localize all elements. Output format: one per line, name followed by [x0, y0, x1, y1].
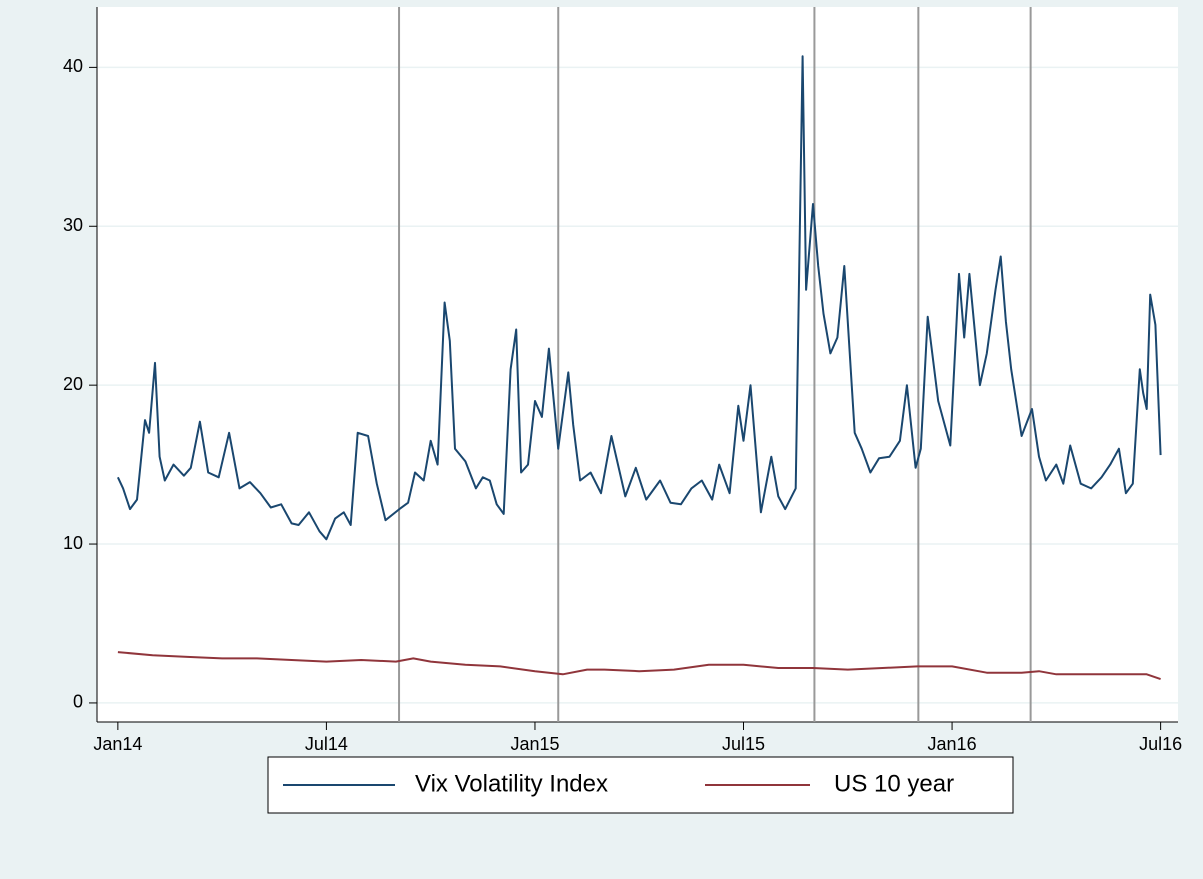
x-tick-label: Jul15 [722, 734, 765, 754]
legend-label: Vix Volatility Index [415, 770, 608, 797]
y-tick-label: 10 [63, 533, 83, 553]
x-tick-label: Jan14 [93, 734, 142, 754]
x-tick-label: Jan16 [928, 734, 977, 754]
y-tick-label: 40 [63, 56, 83, 76]
legend-label: US 10 year [834, 770, 954, 797]
x-tick-label: Jul14 [305, 734, 348, 754]
y-tick-label: 0 [73, 692, 83, 712]
plot-area [97, 7, 1178, 722]
y-tick-label: 30 [63, 215, 83, 235]
series-line [117, 651, 1161, 681]
y-tick-label: 20 [63, 374, 83, 394]
x-tick-label: Jul16 [1139, 734, 1182, 754]
x-tick-label: Jan15 [510, 734, 559, 754]
series-line [116, 55, 1162, 541]
